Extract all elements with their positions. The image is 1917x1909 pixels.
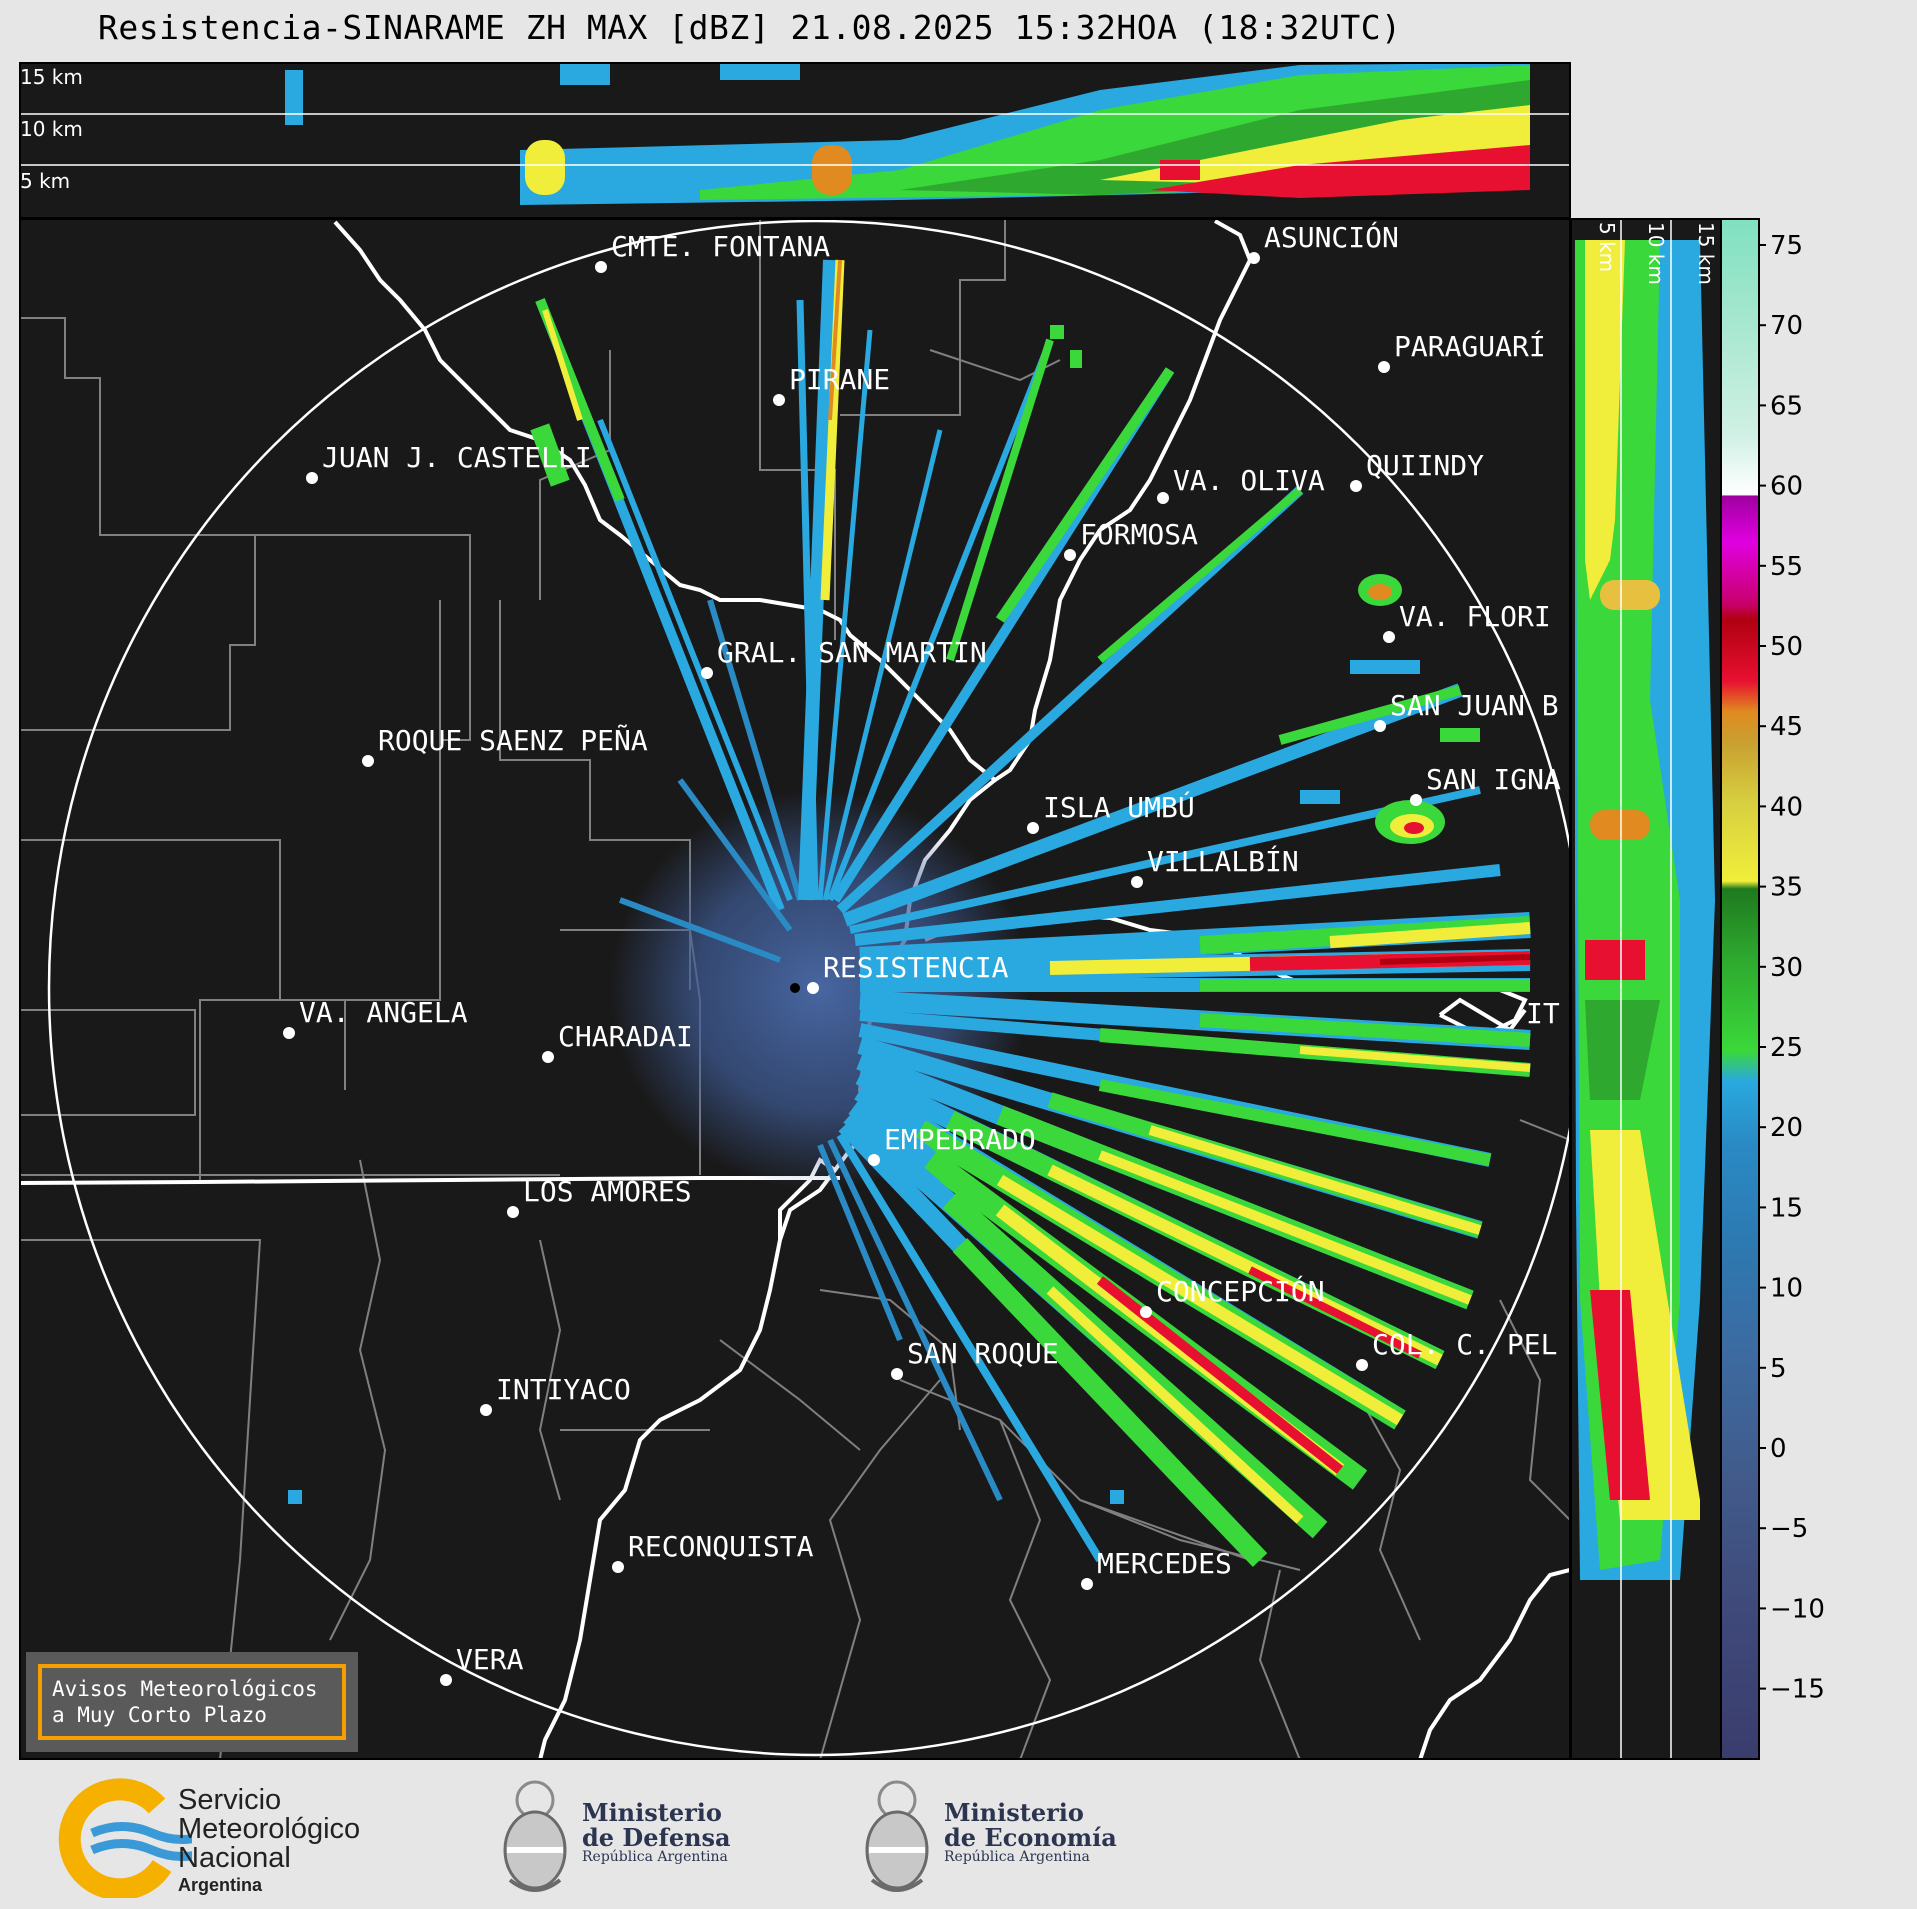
city-markers xyxy=(283,252,1422,1686)
city-label: VA. OLIVA xyxy=(1173,464,1325,497)
city-label: RESISTENCIA xyxy=(823,951,1009,984)
colorbar-tick-label: 0 xyxy=(1770,1434,1787,1464)
colorbar-tick-label: 30 xyxy=(1770,953,1803,983)
city-label: SAN IGNA xyxy=(1426,763,1561,796)
colorbar-tick-label: 10 xyxy=(1770,1274,1803,1304)
smn-logo-icon xyxy=(58,1778,192,1898)
city-label: VERA xyxy=(456,1643,524,1676)
map-title: Resistencia-SINARAME ZH MAX [dBZ] 21.08.… xyxy=(98,8,1402,47)
city-label: ROQUE SAENZ PEÑA xyxy=(378,723,648,757)
colorbar-tick-label: 20 xyxy=(1770,1113,1803,1143)
city-label: SAN ROQUE xyxy=(907,1337,1059,1370)
city-label: VA. ANGELA xyxy=(299,996,468,1029)
top-section-labels: 15 km 10 km 5 km xyxy=(20,65,83,193)
echo-cells xyxy=(288,325,1480,1504)
city-label: VA. FLORI xyxy=(1399,600,1551,633)
city-label: IT xyxy=(1526,997,1560,1030)
city-label: LOS AMORES xyxy=(523,1175,692,1208)
range-ring xyxy=(47,219,1570,1757)
right-section-echoes xyxy=(1575,240,1715,1580)
city-label: CONCEPCIÓN xyxy=(1156,1274,1325,1308)
top-section-echoes xyxy=(285,63,1530,205)
colorbar-tick-label: 45 xyxy=(1770,712,1803,742)
city-label: VILLALBÍN xyxy=(1147,844,1299,878)
city-label: ASUNCIÓN xyxy=(1264,220,1399,254)
city-label: MERCEDES xyxy=(1097,1547,1232,1580)
colorbar-tick-label: 40 xyxy=(1770,792,1803,822)
city-label: GRAL. SAN MARTIN xyxy=(717,636,987,669)
coat-of-arms-icon xyxy=(503,1780,567,1892)
echo-rays xyxy=(535,259,1531,1567)
colorbar-tick-label: −15 xyxy=(1770,1675,1825,1705)
city-label: CHARADAI xyxy=(558,1020,693,1053)
city-label: INTIYACO xyxy=(496,1373,631,1406)
height-label: 15 km xyxy=(20,65,83,89)
smn-logo-text: Servicio Meteorológico Nacional Argentin… xyxy=(178,1784,361,1895)
right-section-height-lines xyxy=(1620,219,1672,1759)
city-label: QUIINDY xyxy=(1366,449,1484,482)
city-labels: CMTE. FONTANA ASUNCIÓN PARAGUARÍ PIRANE … xyxy=(299,220,1561,1676)
city-label: COL. C. PEL xyxy=(1372,1328,1557,1361)
city-label: FORMOSA xyxy=(1080,518,1198,551)
city-label: JUAN J. CASTELLI xyxy=(322,441,592,474)
city-label: EMPEDRADO xyxy=(884,1123,1036,1156)
radar-figure: CMTE. FONTANA ASUNCIÓN PARAGUARÍ PIRANE … xyxy=(19,62,1825,1760)
economia-logo-text: Ministerio de Economía República Argenti… xyxy=(944,1798,1117,1866)
colorbar-tick-label: −10 xyxy=(1770,1594,1825,1624)
height-label: 10 km xyxy=(20,117,83,141)
height-label: 5 km xyxy=(1595,222,1619,272)
colorbar-tick-label: 65 xyxy=(1770,391,1803,421)
city-label: CMTE. FONTANA xyxy=(611,230,830,263)
city-label: PIRANE xyxy=(789,363,890,396)
colorbar xyxy=(1720,218,1760,1760)
notice-line-1: Avisos Meteorológicos xyxy=(52,1677,318,1701)
colorbar-tick-label: 15 xyxy=(1770,1193,1803,1223)
colorbar-tick-label: −5 xyxy=(1770,1514,1808,1544)
colorbar-tick-label: 5 xyxy=(1770,1354,1787,1384)
colorbar-tick-label: 25 xyxy=(1770,1033,1803,1063)
coat-of-arms-icon xyxy=(865,1780,929,1892)
map-layers: CMTE. FONTANA ASUNCIÓN PARAGUARÍ PIRANE … xyxy=(20,219,1570,1759)
height-label: 15 km xyxy=(1694,222,1718,285)
city-label: ISLA UMBÚ xyxy=(1043,790,1195,824)
colorbar-tick-label: 50 xyxy=(1770,632,1803,662)
notice-line-2: a Muy Corto Plazo xyxy=(52,1703,267,1727)
city-label: SAN JUAN B xyxy=(1390,689,1559,722)
footer: Servicio Meteorológico Nacional Argentin… xyxy=(0,1760,1917,1909)
height-label: 5 km xyxy=(20,169,70,193)
city-label: RECONQUISTA xyxy=(628,1530,814,1563)
right-section-labels: 5 km 10 km 15 km xyxy=(1595,222,1718,285)
colorbar-tick-label: 55 xyxy=(1770,552,1803,582)
top-section-height-lines xyxy=(20,113,1570,166)
colorbar-tick-label: 35 xyxy=(1770,873,1803,903)
colorbar-tick-label: 60 xyxy=(1770,472,1803,502)
notice-box: Avisos Meteorológicos a Muy Corto Plazo xyxy=(26,1652,358,1752)
city-label: PARAGUARÍ xyxy=(1394,329,1546,363)
defensa-logo-text: Ministerio de Defensa República Argentin… xyxy=(582,1798,731,1866)
colorbar-tick-label: 75 xyxy=(1770,231,1803,261)
height-label: 10 km xyxy=(1644,222,1668,285)
colorbar-tick-label: 70 xyxy=(1770,311,1803,341)
